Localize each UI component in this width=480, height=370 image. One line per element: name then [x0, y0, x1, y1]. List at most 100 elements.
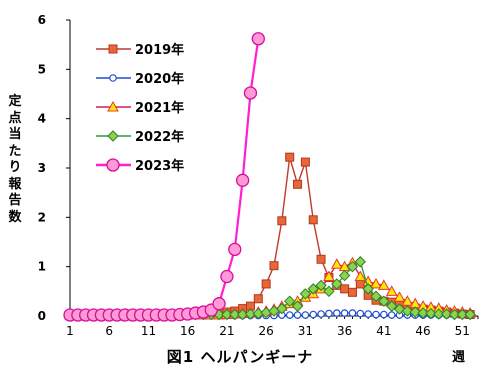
data-point [377, 279, 390, 290]
data-point [380, 310, 388, 319]
data-point [356, 309, 365, 318]
data-point [106, 158, 120, 172]
data-point [340, 284, 350, 294]
y-tick-label: 1 [38, 260, 46, 274]
y-axis-label-char: 数 [8, 209, 22, 225]
data-point [299, 288, 312, 300]
data-point [277, 216, 287, 226]
series-1 [65, 152, 475, 320]
y-axis-label-char: 告 [8, 193, 22, 208]
data-point [354, 256, 367, 268]
data-point [269, 261, 279, 271]
data-point [301, 311, 310, 319]
data-point [212, 297, 226, 311]
y-axis-label-char: 当 [8, 127, 22, 142]
data-point [385, 300, 398, 312]
data-point [220, 269, 234, 284]
data-point [283, 295, 296, 307]
data-point [385, 285, 398, 296]
data-point [433, 308, 445, 320]
y-tick-label: 0 [38, 309, 46, 323]
y-tick-label: 5 [38, 62, 46, 76]
data-point [370, 277, 382, 289]
legend-label: 2022年 [135, 129, 184, 145]
data-point [291, 300, 304, 312]
data-point [338, 269, 351, 282]
data-point [325, 309, 333, 318]
data-point [370, 290, 382, 302]
legend-item: 2022年 [96, 129, 184, 145]
data-point [107, 100, 119, 112]
data-point [348, 309, 357, 317]
data-point [393, 303, 406, 315]
data-point [347, 287, 357, 297]
data-point [448, 308, 461, 321]
x-tick-label: 1 [66, 324, 74, 338]
y-tick-labels: 0 1 2 3 4 5 6 [38, 13, 70, 323]
data-point [331, 278, 343, 290]
y-tick-label: 2 [38, 210, 46, 224]
data-point [317, 310, 325, 318]
data-point [307, 283, 319, 295]
legend-item: 2023年 [96, 158, 184, 174]
data-point [276, 302, 288, 315]
series-layer [63, 32, 477, 322]
data-point [235, 173, 250, 187]
data-point [293, 311, 302, 319]
data-point [309, 310, 318, 319]
data-point [285, 152, 295, 162]
data-point [440, 308, 453, 320]
legend-label: 2021年 [135, 100, 184, 116]
data-point [285, 311, 294, 319]
x-axis-label: 週 [452, 350, 466, 365]
data-point [355, 279, 365, 289]
x-tick-label: 26 [259, 324, 274, 338]
x-tick-label: 41 [376, 324, 391, 338]
legend-label: 2023年 [135, 158, 184, 174]
data-point [401, 295, 414, 306]
data-point [315, 279, 327, 292]
data-point [221, 308, 233, 321]
data-point [378, 295, 390, 307]
x-tick-label: 31 [298, 324, 313, 338]
data-point [253, 294, 263, 304]
y-axis-label: 定点当たり報告数 [6, 94, 24, 226]
data-point [316, 254, 326, 264]
data-point [251, 32, 265, 46]
data-point [107, 130, 119, 142]
data-point [364, 310, 372, 318]
x-tick-label: 51 [455, 324, 470, 338]
data-point [308, 215, 318, 225]
x-tick-label: 11 [141, 324, 156, 338]
data-point [393, 291, 406, 302]
data-point [330, 258, 343, 269]
data-point [229, 308, 241, 321]
data-point [109, 74, 117, 82]
data-point [362, 283, 374, 295]
series-line [70, 156, 471, 316]
legend: 2019年 2020年 2021年 2022年 2023年 [96, 42, 184, 174]
legend-label: 2019年 [135, 42, 184, 58]
data-point [464, 308, 476, 321]
x-tick-label: 16 [180, 324, 195, 338]
x-tick-label: 46 [415, 324, 430, 338]
data-point [243, 86, 258, 100]
data-point [261, 279, 271, 289]
legend-label: 2020年 [135, 71, 184, 87]
y-tick-label: 3 [38, 161, 46, 175]
legend-item: 2019年 [96, 42, 184, 58]
x-tick-label: 6 [105, 324, 113, 338]
data-point [372, 310, 380, 319]
y-axis-label-char: 報 [8, 176, 22, 192]
y-tick-label: 4 [38, 112, 46, 126]
x-tick-label: 36 [337, 324, 352, 338]
data-point [300, 157, 310, 167]
data-point [228, 242, 242, 257]
data-point [332, 309, 341, 317]
y-axis-label-char: た [8, 143, 22, 159]
data-point [108, 44, 118, 54]
data-point [456, 308, 469, 321]
data-point [340, 309, 349, 317]
